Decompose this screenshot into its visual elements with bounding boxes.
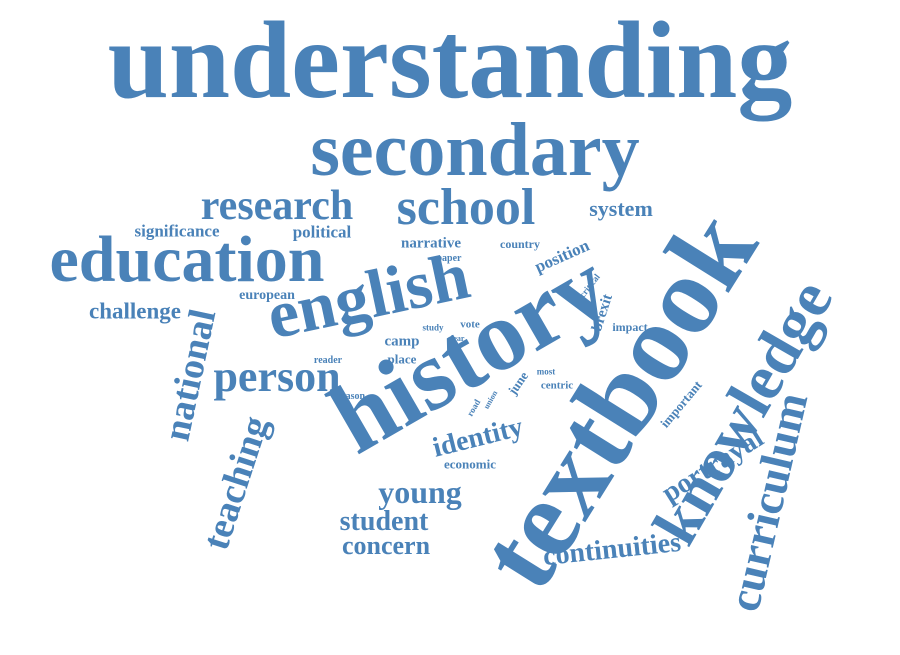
word-clear: clear bbox=[447, 334, 465, 343]
word-european: european bbox=[239, 288, 295, 303]
word-camp: camp bbox=[384, 333, 420, 350]
word-study: study bbox=[422, 322, 444, 333]
word-most: most bbox=[536, 366, 556, 377]
word-education: education bbox=[49, 223, 325, 296]
word-understanding: understanding bbox=[107, 0, 793, 121]
word-political: political bbox=[292, 222, 352, 242]
word-teaching: teaching bbox=[194, 411, 278, 555]
word-school: school bbox=[396, 179, 536, 236]
word-young: young bbox=[378, 474, 462, 510]
word-concern: concern bbox=[341, 531, 431, 560]
word-vote: vote bbox=[460, 318, 480, 331]
word-research: research bbox=[200, 183, 354, 229]
word-centric: centric bbox=[540, 379, 574, 392]
word-country: country bbox=[500, 237, 540, 251]
word-place: place bbox=[387, 351, 417, 367]
word-reader: reader bbox=[313, 355, 343, 366]
word-economic: economic bbox=[444, 456, 496, 472]
word-system: system bbox=[589, 196, 653, 221]
word-narrative: narrative bbox=[401, 235, 461, 252]
word-impact: impact bbox=[612, 320, 648, 334]
word-paper: paper bbox=[436, 253, 462, 264]
word-challenge: challenge bbox=[89, 298, 181, 324]
word-student: student bbox=[339, 506, 429, 537]
word-person: person bbox=[213, 352, 341, 401]
word-secondary: secondary bbox=[310, 108, 640, 192]
word-significance: significance bbox=[134, 221, 220, 241]
word-reason: reason bbox=[336, 391, 366, 402]
